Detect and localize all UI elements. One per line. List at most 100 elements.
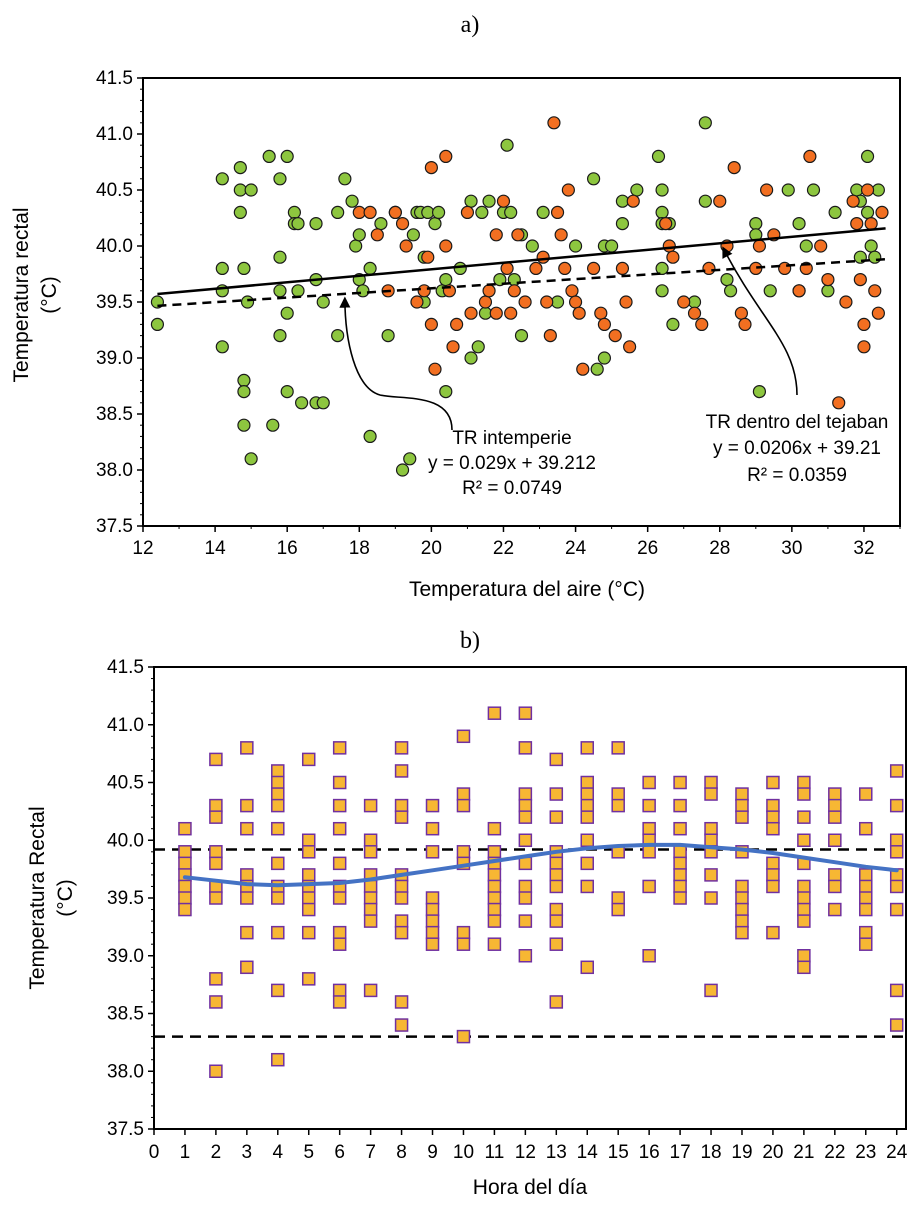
trend-curve (182, 842, 899, 888)
data-point-green (482, 194, 496, 208)
data-point-orange (464, 306, 478, 320)
data-point-square (487, 845, 502, 859)
data-point-square (580, 856, 595, 871)
data-point-square (425, 891, 440, 905)
data-point-green (500, 138, 514, 152)
data-point-orange (626, 194, 640, 208)
data-point-square (859, 868, 873, 882)
data-point-orange (608, 329, 622, 343)
data-point-orange (500, 261, 514, 275)
data-point-green (280, 385, 294, 399)
data-point-square (394, 891, 409, 905)
data-point-green (615, 217, 630, 231)
data-point-square (209, 1064, 223, 1078)
data-point-orange (738, 317, 752, 331)
data-point-square (828, 787, 842, 801)
panel-a-y-tick-label: 39.5 (96, 292, 133, 313)
data-point-orange (558, 261, 572, 275)
data-point-square (797, 914, 811, 928)
panel-b-x-tick-label: 24 (886, 1142, 908, 1163)
data-point-square (704, 821, 718, 836)
data-point-square (271, 891, 285, 905)
data-point-orange (572, 306, 586, 320)
data-point-orange (543, 329, 557, 343)
data-point-green (763, 284, 777, 298)
data-point-square (642, 845, 656, 859)
data-point-orange (839, 295, 853, 309)
data-point-square (766, 856, 780, 871)
data-point-orange (857, 317, 871, 331)
data-point-square (301, 752, 316, 767)
panel-a-y-tick-label: 40.0 (96, 236, 133, 257)
data-point-square (332, 937, 347, 951)
data-point-square (735, 810, 749, 824)
data-point-green (352, 228, 366, 242)
data-point-orange (507, 284, 521, 298)
data-point-square (394, 925, 409, 940)
data-point-square (889, 902, 904, 917)
data-point-green (291, 217, 305, 231)
data-point-square (580, 798, 595, 813)
data-point-square (394, 798, 409, 813)
panel-b-x-tick-label: 20 (762, 1142, 783, 1163)
data-point-square (332, 856, 347, 871)
data-point-square (611, 891, 625, 905)
data-point-green (421, 205, 435, 219)
panel-b-y-tick-label: 39.0 (107, 946, 144, 967)
data-point-orange (518, 295, 532, 309)
data-point-square (673, 775, 687, 790)
data-point-square (332, 741, 347, 755)
data-point-orange (561, 183, 575, 197)
panel-a-y-tick-label: 41.5 (96, 68, 133, 89)
panel-a-x-tick-label: 28 (709, 538, 730, 559)
data-point-square (271, 1052, 285, 1067)
panel-a-y-axis-title-line1: Temperatura rectal (10, 207, 33, 382)
data-point-square (178, 821, 192, 836)
data-point-green (395, 463, 410, 477)
data-point-green (698, 194, 712, 208)
data-point-square (518, 810, 533, 824)
annotation-tejaban-r2: R² = 0.0359 (747, 465, 847, 486)
data-point-square (735, 891, 749, 905)
data-point-orange (428, 362, 442, 376)
data-point-green (464, 351, 478, 365)
data-point-square (549, 787, 564, 801)
data-point-green (655, 205, 669, 219)
data-point-green (666, 317, 680, 331)
data-point-square (332, 983, 347, 998)
panel-b-x-tick-label: 22 (824, 1142, 845, 1163)
data-point-square (580, 787, 595, 801)
data-point-square (611, 741, 625, 755)
data-point-green (464, 194, 478, 208)
annotation-intemperie-r2: R² = 0.0749 (462, 478, 562, 499)
data-point-green (828, 205, 842, 219)
data-point-square (611, 787, 625, 801)
panel-a-x-tick-label: 14 (205, 538, 227, 559)
data-point-green (453, 261, 467, 275)
data-point-green (655, 261, 669, 275)
data-point-square (735, 879, 749, 894)
data-point-square (271, 856, 285, 871)
data-point-square (580, 810, 595, 824)
data-point-orange (536, 250, 550, 264)
data-point-square (889, 983, 904, 998)
data-point-green (356, 284, 370, 298)
data-point-orange (803, 149, 817, 163)
data-point-green (864, 239, 878, 253)
annotation-intemperie-arrow (339, 296, 453, 431)
panel-b-x-tick-label: 19 (731, 1142, 752, 1163)
data-point-square (456, 729, 471, 744)
data-point-square (797, 787, 811, 801)
data-point-square (240, 741, 254, 755)
data-point-green (331, 329, 345, 343)
data-point-green (871, 183, 885, 197)
data-point-square (704, 891, 718, 905)
data-point-square (642, 821, 656, 836)
data-point-green (792, 217, 806, 231)
panel-a-x-tick-label: 18 (349, 538, 370, 559)
data-point-orange (547, 116, 561, 130)
data-point-square (456, 787, 471, 801)
panel-b-x-tick-label: 11 (485, 1142, 505, 1163)
data-point-square (332, 775, 347, 790)
panel-a-x-axis-title: Temperatura del aire (°C) (409, 578, 645, 601)
